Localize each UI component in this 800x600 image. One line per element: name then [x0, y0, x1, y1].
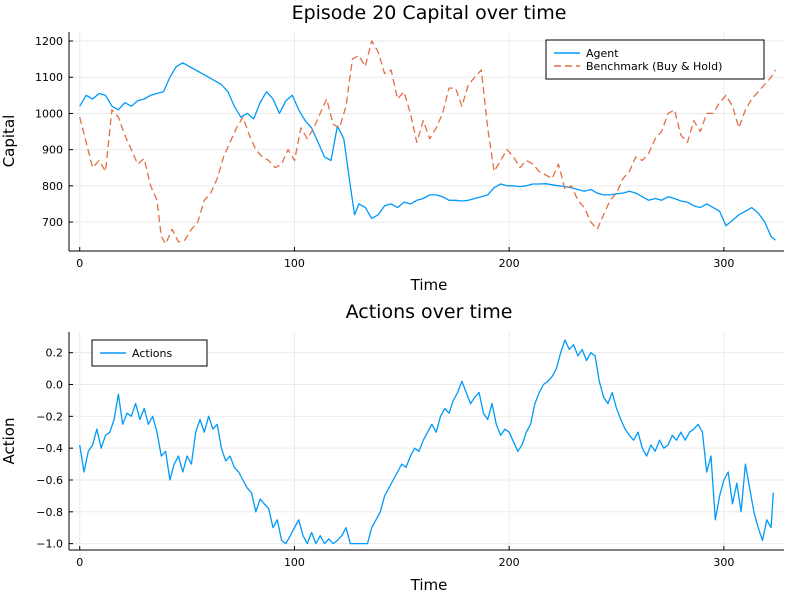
capital-chart: Episode 20 Capital over time Time Capita… [0, 2, 784, 294]
x-tick-label: 300 [713, 257, 734, 270]
y-axis-label: Capital [0, 115, 18, 168]
x-tick-label: 100 [284, 556, 305, 569]
y-tick-label: 1200 [35, 35, 63, 48]
y-tick-label: −0.6 [36, 474, 63, 487]
series-line-2 [79, 40, 776, 245]
series-line-1 [79, 62, 776, 241]
y-axis-label: Action [0, 418, 18, 465]
actions-chart: Actions over time Time Action 0 100 200 300… [0, 301, 784, 594]
y-tick-label: −0.4 [36, 442, 63, 455]
y-tick-label: 1100 [35, 71, 63, 84]
y-tick-label: 800 [42, 180, 63, 193]
legend-label: Actions [132, 347, 172, 360]
x-tick-label: 0 [76, 257, 83, 270]
y-tick-label: 1000 [35, 107, 63, 120]
legend-label: Benchmark (Buy & Hold) [586, 60, 722, 73]
legend-box [545, 39, 765, 80]
y-tick-label: −0.8 [36, 506, 63, 519]
x-tick-label: 200 [499, 556, 520, 569]
y-tick-label: 0.2 [46, 347, 64, 360]
x-tick-label: 300 [713, 556, 734, 569]
x-axis-label: Time [410, 276, 448, 294]
x-tick-label: 200 [499, 257, 520, 270]
y-tick-label: 700 [42, 216, 63, 229]
y-tick-label: 900 [42, 144, 63, 157]
x-tick-label: 100 [284, 257, 305, 270]
y-tick-label: 0.0 [46, 379, 64, 392]
legend-label: Agent [586, 47, 619, 60]
chart-title: Episode 20 Capital over time [292, 2, 567, 24]
chart-title: Actions over time [346, 301, 513, 323]
y-tick-label: −0.2 [36, 410, 63, 423]
series-line-1 [79, 339, 774, 545]
y-tick-label: −1.0 [36, 538, 63, 551]
x-tick-label: 0 [76, 556, 83, 569]
x-axis-label: Time [410, 576, 448, 594]
